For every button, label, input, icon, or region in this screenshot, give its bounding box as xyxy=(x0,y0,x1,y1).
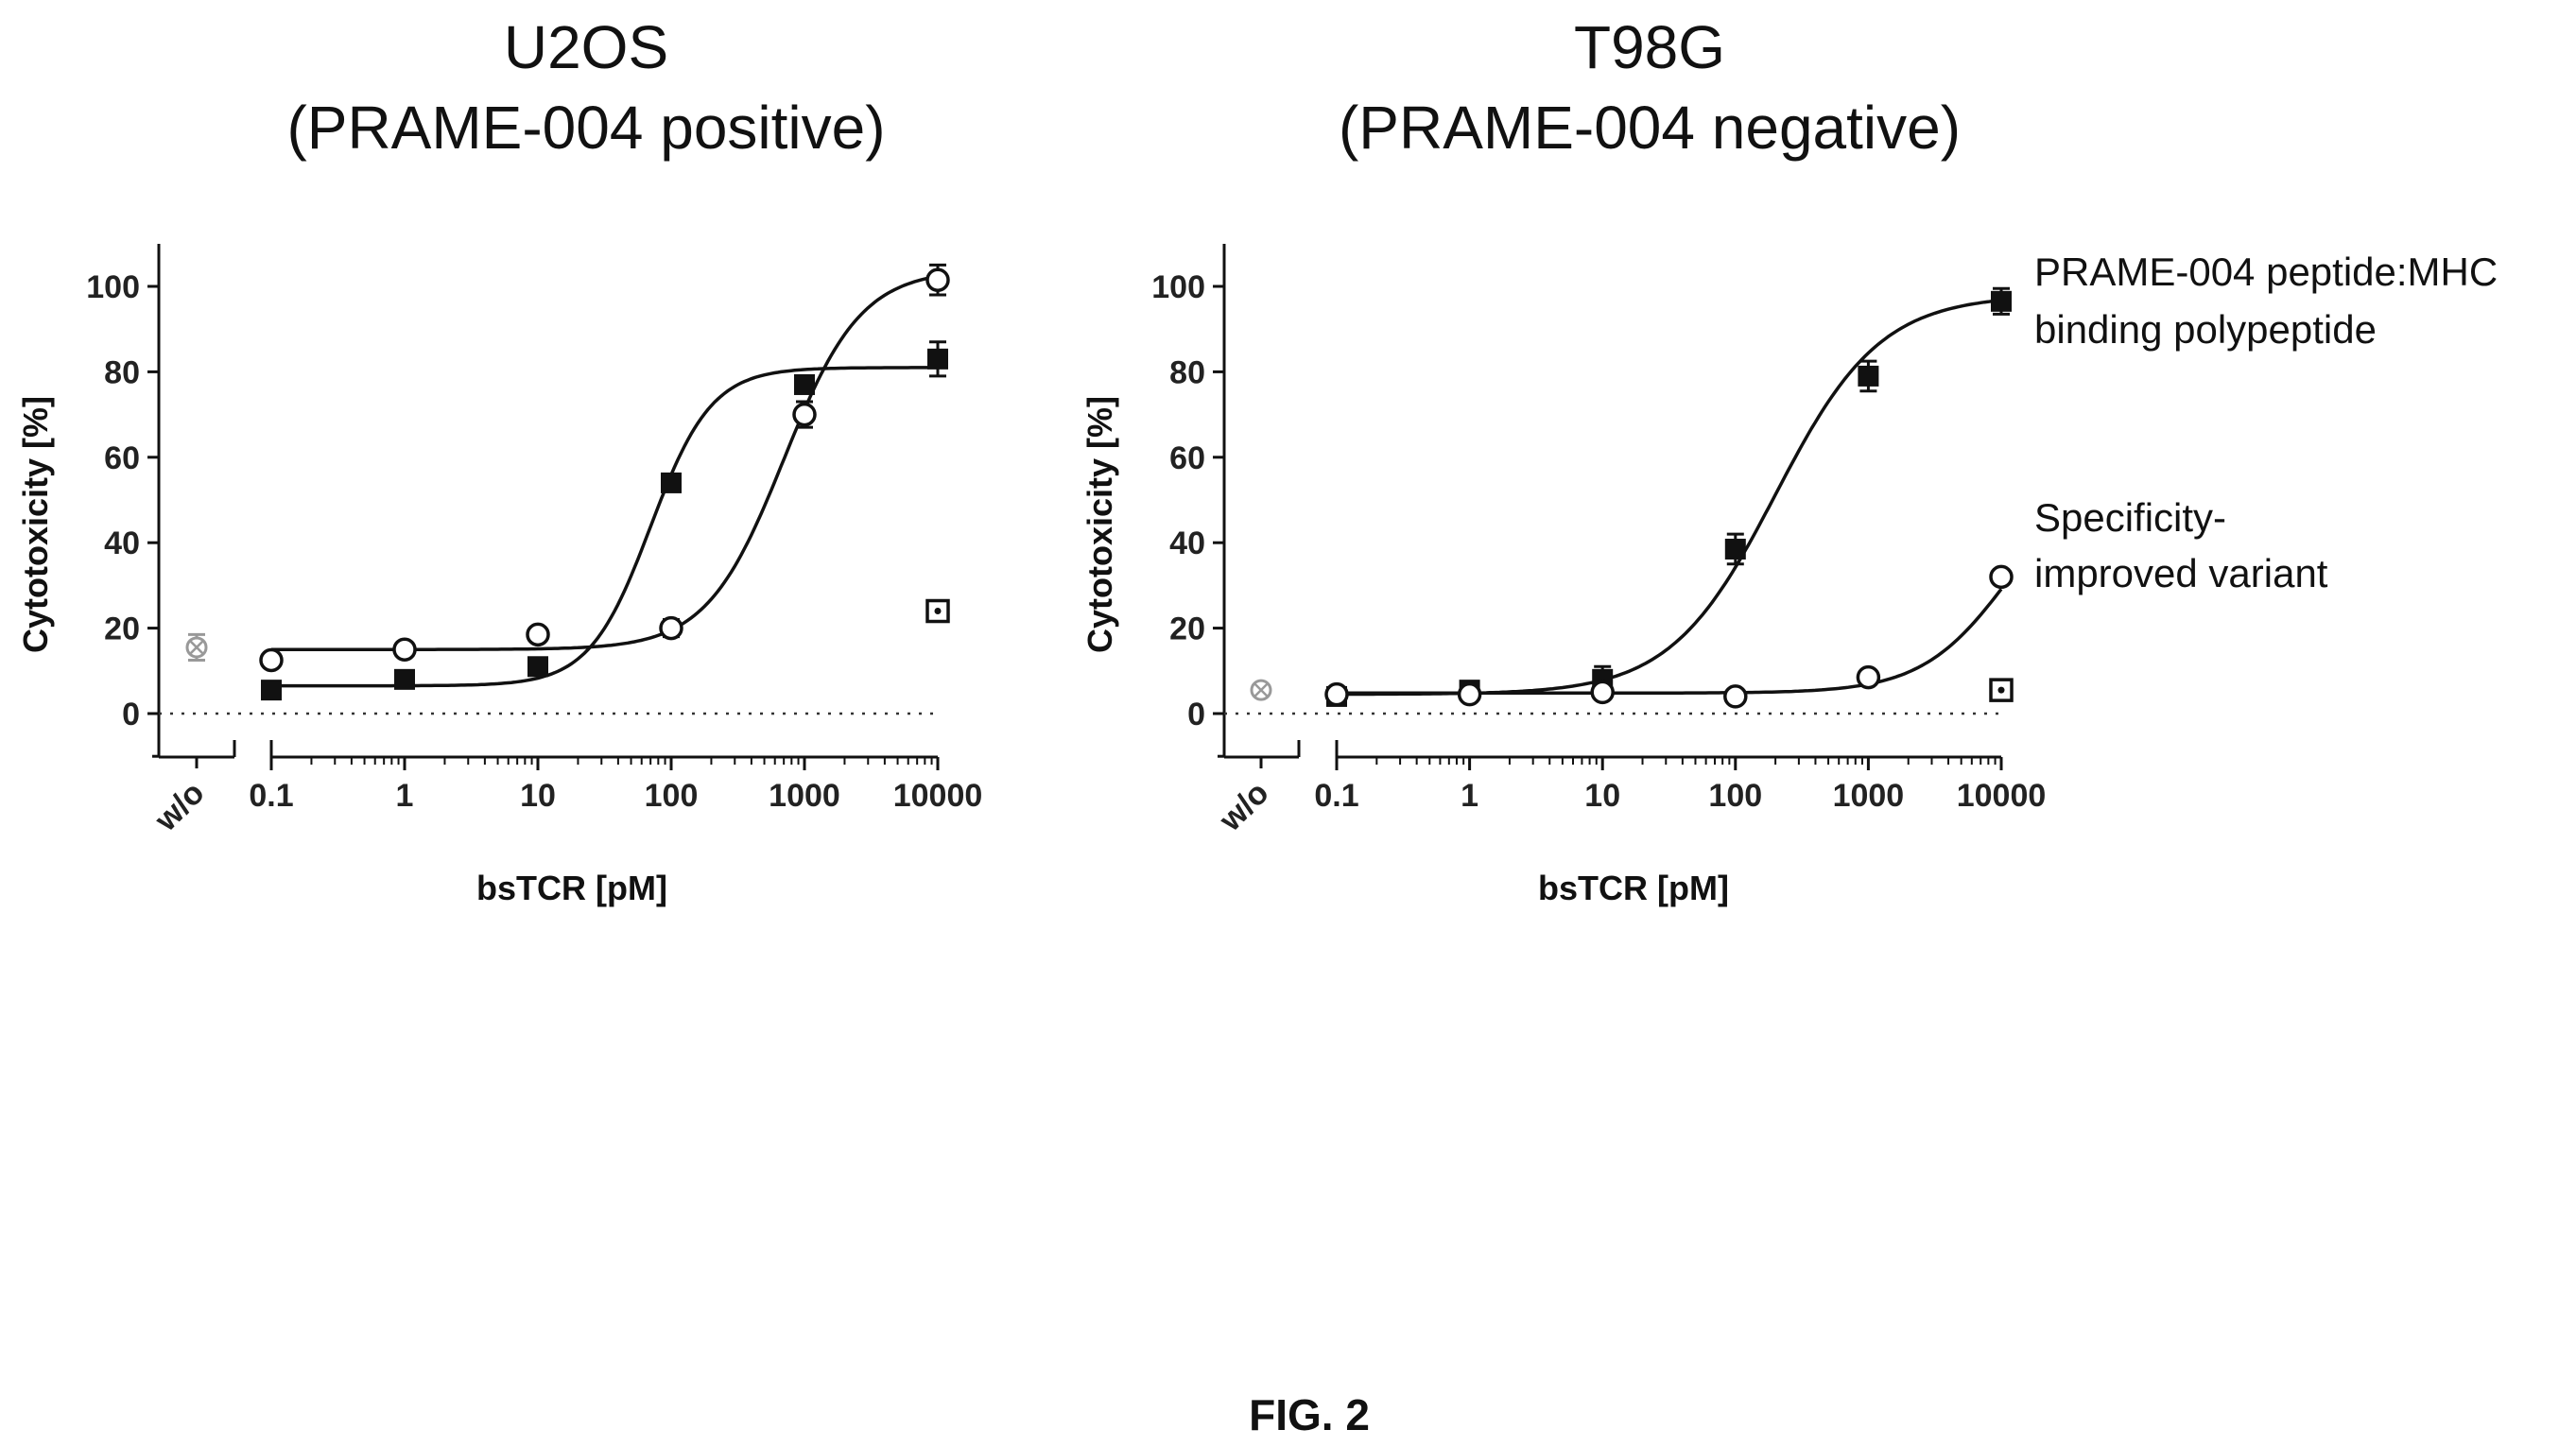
x-tick-label: 0.1 xyxy=(1314,778,1358,814)
y-tick-label: 0 xyxy=(122,697,140,732)
y-tick-label: 20 xyxy=(1169,612,1205,647)
x-axis-label: bsTCR [pM] xyxy=(1538,869,1729,907)
chart-title-line-2: (PRAME-004 positive) xyxy=(286,94,885,162)
data-point-series-2 xyxy=(259,647,284,673)
legend-series-1-line-2: binding polypeptide xyxy=(2034,307,2377,352)
y-tick-label: 40 xyxy=(1169,525,1205,561)
x-tick-label: 1000 xyxy=(1833,778,1905,814)
figure-caption: FIG. 2 xyxy=(1249,1390,1370,1439)
chart-u2os: U2OS (PRAME-004 positive) Cytotoxicity [… xyxy=(16,13,982,907)
chart-title-line-1: U2OS xyxy=(504,13,668,81)
data-point-series-2 xyxy=(925,267,950,292)
legend: PRAME-004 peptide:MHC binding polypeptid… xyxy=(2034,250,2498,595)
fit-curve-series-1 xyxy=(1337,298,2002,697)
data-point-series-1 xyxy=(527,656,548,678)
x-tick-label: 1000 xyxy=(769,778,840,814)
x-tick-label-wo: w/o xyxy=(147,775,212,839)
fit-curve-series-2 xyxy=(1337,588,2003,696)
x-tick-label: 1 xyxy=(1461,778,1478,814)
x-tick-label: 100 xyxy=(1708,778,1762,814)
data-point-series-1 xyxy=(261,680,282,701)
x-tick-label: 10 xyxy=(520,778,556,814)
y-tick-label: 40 xyxy=(104,525,140,561)
control-point-untreated-cross xyxy=(1253,682,1269,698)
x-axis-label: bsTCR [pM] xyxy=(476,869,667,907)
x-tick-label: 10000 xyxy=(1957,778,2047,814)
data-point-series-1 xyxy=(927,348,948,370)
data-point-series-2 xyxy=(1856,664,1881,690)
x-tick-label-wo: w/o xyxy=(1212,775,1276,839)
control-point-square-dot xyxy=(934,608,942,615)
chart-title-line-1: T98G xyxy=(1574,13,1725,81)
legend-series-1-line-1: PRAME-004 peptide:MHC xyxy=(2034,250,2498,294)
y-tick-label: 80 xyxy=(1169,354,1205,390)
legend-series-2-line-2: improved variant xyxy=(2034,551,2328,595)
y-tick-label: 60 xyxy=(1169,440,1205,476)
plot-area: 0 20 40 60 80 100 0.1 1 10 100 1000 10000 w/o xyxy=(86,244,982,838)
x-tick-label: 0.1 xyxy=(249,778,293,814)
x-tick-label: 1 xyxy=(396,778,414,814)
y-tick-label: 100 xyxy=(1151,269,1205,305)
data-point-series-1 xyxy=(661,472,682,493)
chart-t98g: T98G (PRAME-004 negative) Cytotoxicity [… xyxy=(1081,13,2046,907)
control-point-square-dot xyxy=(1997,686,2005,694)
data-point-series-2 xyxy=(392,637,417,662)
data-point-series-2 xyxy=(659,615,683,641)
data-point-series-2 xyxy=(792,402,817,427)
data-point-series-2 xyxy=(1723,684,1748,709)
data-point-series-1 xyxy=(1858,365,1879,387)
y-tick-label: 20 xyxy=(104,612,140,647)
y-tick-label: 60 xyxy=(104,440,140,476)
data-point-series-2 xyxy=(1590,680,1615,705)
data-point-series-2 xyxy=(526,622,550,647)
y-tick-label: 0 xyxy=(1187,697,1205,732)
data-point-series-1 xyxy=(794,373,815,395)
data-point-series-2 xyxy=(1457,681,1482,707)
fit-curve-series-2 xyxy=(271,274,939,651)
control-point-untreated-cross xyxy=(189,640,204,655)
y-axis-label: Cytotoxicity [%] xyxy=(16,396,55,653)
x-tick-label: 10000 xyxy=(893,778,983,814)
y-tick-label: 80 xyxy=(104,354,140,390)
y-tick-label: 100 xyxy=(86,269,140,305)
plot-area: 0 20 40 60 80 100 0.1 1 10 100 1000 10000 w/o xyxy=(1151,244,2046,838)
data-point-series-1 xyxy=(394,668,415,690)
data-point-series-1 xyxy=(1724,538,1746,560)
chart-title-line-2: (PRAME-004 negative) xyxy=(1339,94,1961,162)
fit-curve-series-1 xyxy=(271,366,938,688)
data-point-series-2 xyxy=(1989,564,2014,590)
legend-series-2-line-1: Specificity- xyxy=(2034,495,2226,540)
x-tick-label: 100 xyxy=(645,778,699,814)
data-point-series-2 xyxy=(1324,681,1349,707)
data-point-series-1 xyxy=(1991,290,2012,312)
x-tick-label: 10 xyxy=(1584,778,1620,814)
y-axis-label: Cytotoxicity [%] xyxy=(1081,396,1119,653)
